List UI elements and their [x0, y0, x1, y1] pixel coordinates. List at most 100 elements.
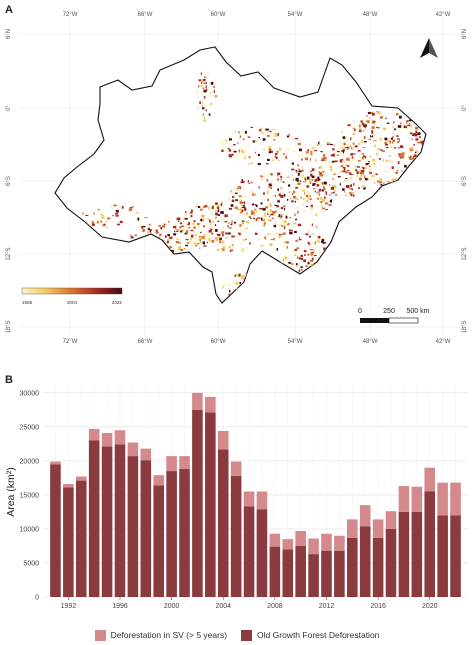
deforestation-patch — [337, 176, 341, 178]
bar-secondary-vegetation — [347, 519, 358, 538]
deforestation-patch — [298, 168, 300, 172]
lon-label-bottom: 54°W — [288, 339, 303, 345]
deforestation-patch — [328, 204, 332, 206]
deforestation-patch — [215, 224, 217, 226]
deforestation-patch — [93, 220, 96, 222]
deforestation-patch — [391, 178, 396, 182]
deforestation-patch — [365, 158, 369, 161]
deforestation-patch — [255, 205, 258, 208]
deforestation-patch — [230, 223, 232, 226]
deforestation-patch — [237, 273, 241, 277]
deforestation-patch — [409, 171, 413, 174]
deforestation-patch — [377, 111, 381, 115]
deforestation-patch — [211, 220, 214, 223]
deforestation-patch — [96, 220, 99, 224]
deforestation-patch — [356, 168, 358, 170]
deforestation-patch — [346, 157, 350, 161]
deforestation-patch — [296, 209, 298, 212]
bar-secondary-vegetation — [192, 392, 203, 410]
deforestation-patch — [107, 217, 111, 220]
deforestation-patch — [351, 146, 354, 149]
deforestation-patch — [275, 156, 278, 160]
deforestation-patch — [254, 279, 258, 283]
deforestation-patch — [209, 92, 211, 94]
deforestation-patch — [268, 186, 270, 189]
deforestation-patch — [228, 293, 232, 296]
deforestation-patch — [316, 170, 319, 173]
deforestation-patch — [276, 205, 279, 208]
deforestation-patch — [234, 274, 236, 277]
deforestation-patch — [416, 142, 420, 144]
deforestation-patch — [319, 146, 323, 148]
bar-secondary-vegetation — [217, 430, 229, 450]
lon-label-bottom: 60°W — [211, 339, 226, 345]
deforestation-patch — [373, 140, 377, 142]
lat-label-right: 6°N — [462, 29, 468, 39]
deforestation-patch — [210, 222, 212, 226]
bar-secondary-vegetation — [114, 430, 126, 445]
x-tick-label: 2004 — [215, 603, 231, 610]
deforestation-patch — [297, 173, 300, 176]
deforestation-patch — [262, 140, 264, 143]
deforestation-patch — [250, 181, 253, 184]
deforestation-patch — [317, 176, 320, 179]
deforestation-patch — [270, 180, 274, 183]
deforestation-patch — [291, 162, 294, 165]
deforestation-patch — [299, 257, 302, 260]
deforestation-patch — [142, 242, 145, 244]
deforestation-patch — [369, 115, 371, 118]
deforestation-patch — [423, 150, 425, 153]
deforestation-patch — [209, 219, 211, 223]
deforestation-patch — [349, 189, 352, 191]
deforestation-patch — [262, 138, 266, 141]
deforestation-patch — [221, 201, 223, 204]
deforestation-patch — [276, 150, 279, 153]
deforestation-patch — [245, 212, 248, 215]
deforestation-patch — [297, 142, 301, 146]
deforestation-patch — [243, 180, 245, 183]
deforestation-patch — [330, 154, 333, 157]
deforestation-patch — [315, 159, 317, 162]
deforestation-patch — [182, 226, 186, 229]
y-tick-label: 15000 — [20, 492, 40, 499]
lon-label-top: 42°W — [436, 12, 451, 18]
deforestation-patch — [288, 191, 291, 193]
deforestation-patch — [341, 142, 345, 145]
deforestation-patch — [361, 185, 365, 188]
deforestation-patch — [307, 241, 310, 245]
deforestation-patch — [219, 239, 221, 242]
deforestation-patch — [174, 230, 176, 233]
bar-secondary-vegetation — [359, 505, 371, 527]
y-tick-label: 10000 — [20, 526, 40, 533]
deforestation-patch — [324, 197, 327, 199]
deforestation-patch — [304, 254, 306, 256]
lat-label-left: 18°S — [6, 320, 12, 333]
deforestation-patch — [381, 129, 384, 131]
deforestation-patch — [265, 206, 268, 209]
deforestation-patch — [202, 87, 205, 90]
deforestation-patch — [234, 156, 237, 160]
deforestation-patch — [255, 289, 259, 292]
deforestation-patch — [393, 147, 396, 149]
deforestation-patch — [360, 174, 362, 178]
deforestation-patch — [221, 141, 223, 143]
deforestation-patch — [287, 198, 289, 201]
bar-secondary-vegetation — [424, 467, 436, 492]
deforestation-patch — [208, 113, 211, 116]
deforestation-patch — [199, 208, 203, 211]
deforestation-patch — [285, 245, 287, 249]
deforestation-patch — [344, 179, 347, 182]
deforestation-patch — [363, 168, 367, 170]
deforestation-patch — [355, 169, 358, 172]
deforestation-patch — [292, 149, 296, 153]
deforestation-patch — [393, 121, 395, 124]
deforestation-patch — [213, 215, 217, 218]
deforestation-patch — [95, 210, 97, 213]
deforestation-patch — [148, 246, 152, 249]
deforestation-patch — [254, 212, 256, 214]
deforestation-patch — [372, 120, 376, 123]
deforestation-patch — [253, 193, 257, 196]
deforestation-patch — [190, 237, 192, 241]
deforestation-patch — [205, 109, 207, 112]
deforestation-patch — [243, 287, 246, 289]
